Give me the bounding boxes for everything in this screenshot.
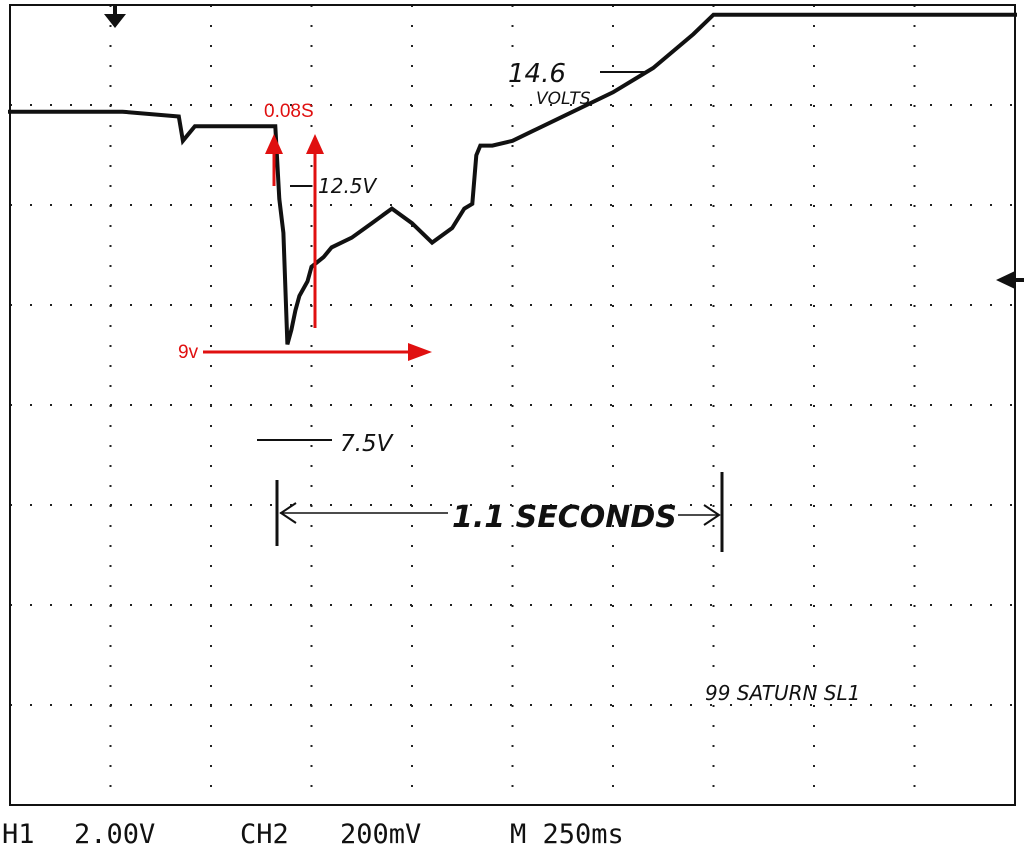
duration-right-arrowhead <box>703 504 721 526</box>
red-annotations: 0.08S 9v <box>178 101 432 363</box>
red-voltage-label: 9v <box>178 342 199 363</box>
ch1-scale: 2.00V <box>74 819 155 850</box>
max-voltage-label: 14.6 <box>508 59 566 89</box>
scope-readout: H1 2.00V CH2 200mV M 250ms <box>2 819 624 850</box>
vehicle-label: 99 SATURN SL1 <box>705 681 860 705</box>
ground-level-marker <box>996 271 1024 289</box>
red-time-label: 0.08S <box>264 101 314 122</box>
screen-border <box>9 4 1016 806</box>
trace-line <box>8 12 1017 345</box>
rest-voltage-label: 12.5V <box>318 174 378 198</box>
red-voltage-arrow-head <box>408 343 432 361</box>
duration-label: 1.1 SECONDS <box>452 500 677 535</box>
duration-left-arrowhead <box>279 502 297 524</box>
max-voltage-unit: VOLTS <box>536 89 591 109</box>
min-voltage-label: 7.5V <box>340 431 395 457</box>
red-time-arrow-right-head <box>306 134 324 154</box>
ch2-scale: 200mV <box>340 819 421 850</box>
red-time-arrow-left-head <box>265 134 283 154</box>
graticule <box>10 5 1015 805</box>
handwritten-annotations: 14.6 VOLTS 12.5V 7.5V 1.1 SECONDS 99 SAT… <box>257 59 860 705</box>
ch2-label: CH2 <box>240 819 289 850</box>
timebase-label: M 250ms <box>510 819 624 850</box>
trigger-position-marker <box>104 5 126 28</box>
ch1-label: H1 <box>2 819 35 850</box>
trace-channel-1 <box>8 12 1017 345</box>
